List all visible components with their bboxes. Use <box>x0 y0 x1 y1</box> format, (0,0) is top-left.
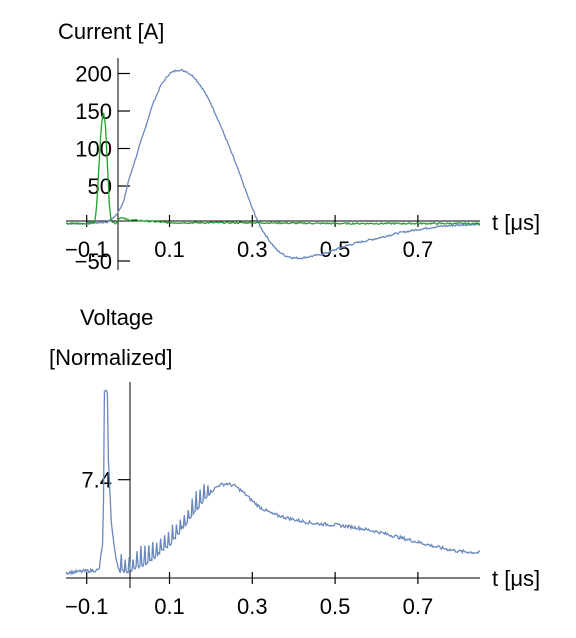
x-tick-label: 0.7 <box>403 237 434 262</box>
y-tick-label: 200 <box>75 62 112 87</box>
current-y-axis-label: Current [A] <box>58 19 164 44</box>
current-series <box>65 69 481 260</box>
x-tick-label: 0.5 <box>320 594 351 619</box>
x-tick-label: −0.1 <box>65 237 108 262</box>
voltage-y-axis-label-line1: Voltage <box>80 305 153 330</box>
y-tick-label: −50 <box>75 249 112 274</box>
current-x-axis-label: t [μs] <box>492 210 540 235</box>
x-tick-label: 0.3 <box>237 594 268 619</box>
series-line-1 <box>65 69 481 260</box>
x-tick-label: 0.1 <box>154 237 185 262</box>
y-tick-label: 7.4 <box>81 468 112 493</box>
x-tick-label: 0.1 <box>154 594 185 619</box>
series-line-2 <box>65 112 481 226</box>
voltage-chart: Voltage [Normalized] t [μs] −0.1 0.1 0.3 0.… <box>49 305 540 619</box>
voltage-x-axis-label: t [μs] <box>492 566 540 591</box>
voltage-series <box>65 389 481 576</box>
series-line-1 <box>65 389 481 576</box>
x-tick-label: −0.1 <box>65 594 108 619</box>
x-tick-label: 0.3 <box>237 237 268 262</box>
voltage-ticks: −0.1 0.1 0.3 0.5 0.7 7.4 <box>65 468 433 619</box>
y-tick-label: 150 <box>75 99 112 124</box>
x-tick-label: 0.7 <box>403 594 434 619</box>
voltage-y-axis-label-line2: [Normalized] <box>49 345 172 370</box>
current-chart: Current [A] t [μs] −0.1 0.1 0.3 0.5 0.720015… <box>58 19 540 274</box>
